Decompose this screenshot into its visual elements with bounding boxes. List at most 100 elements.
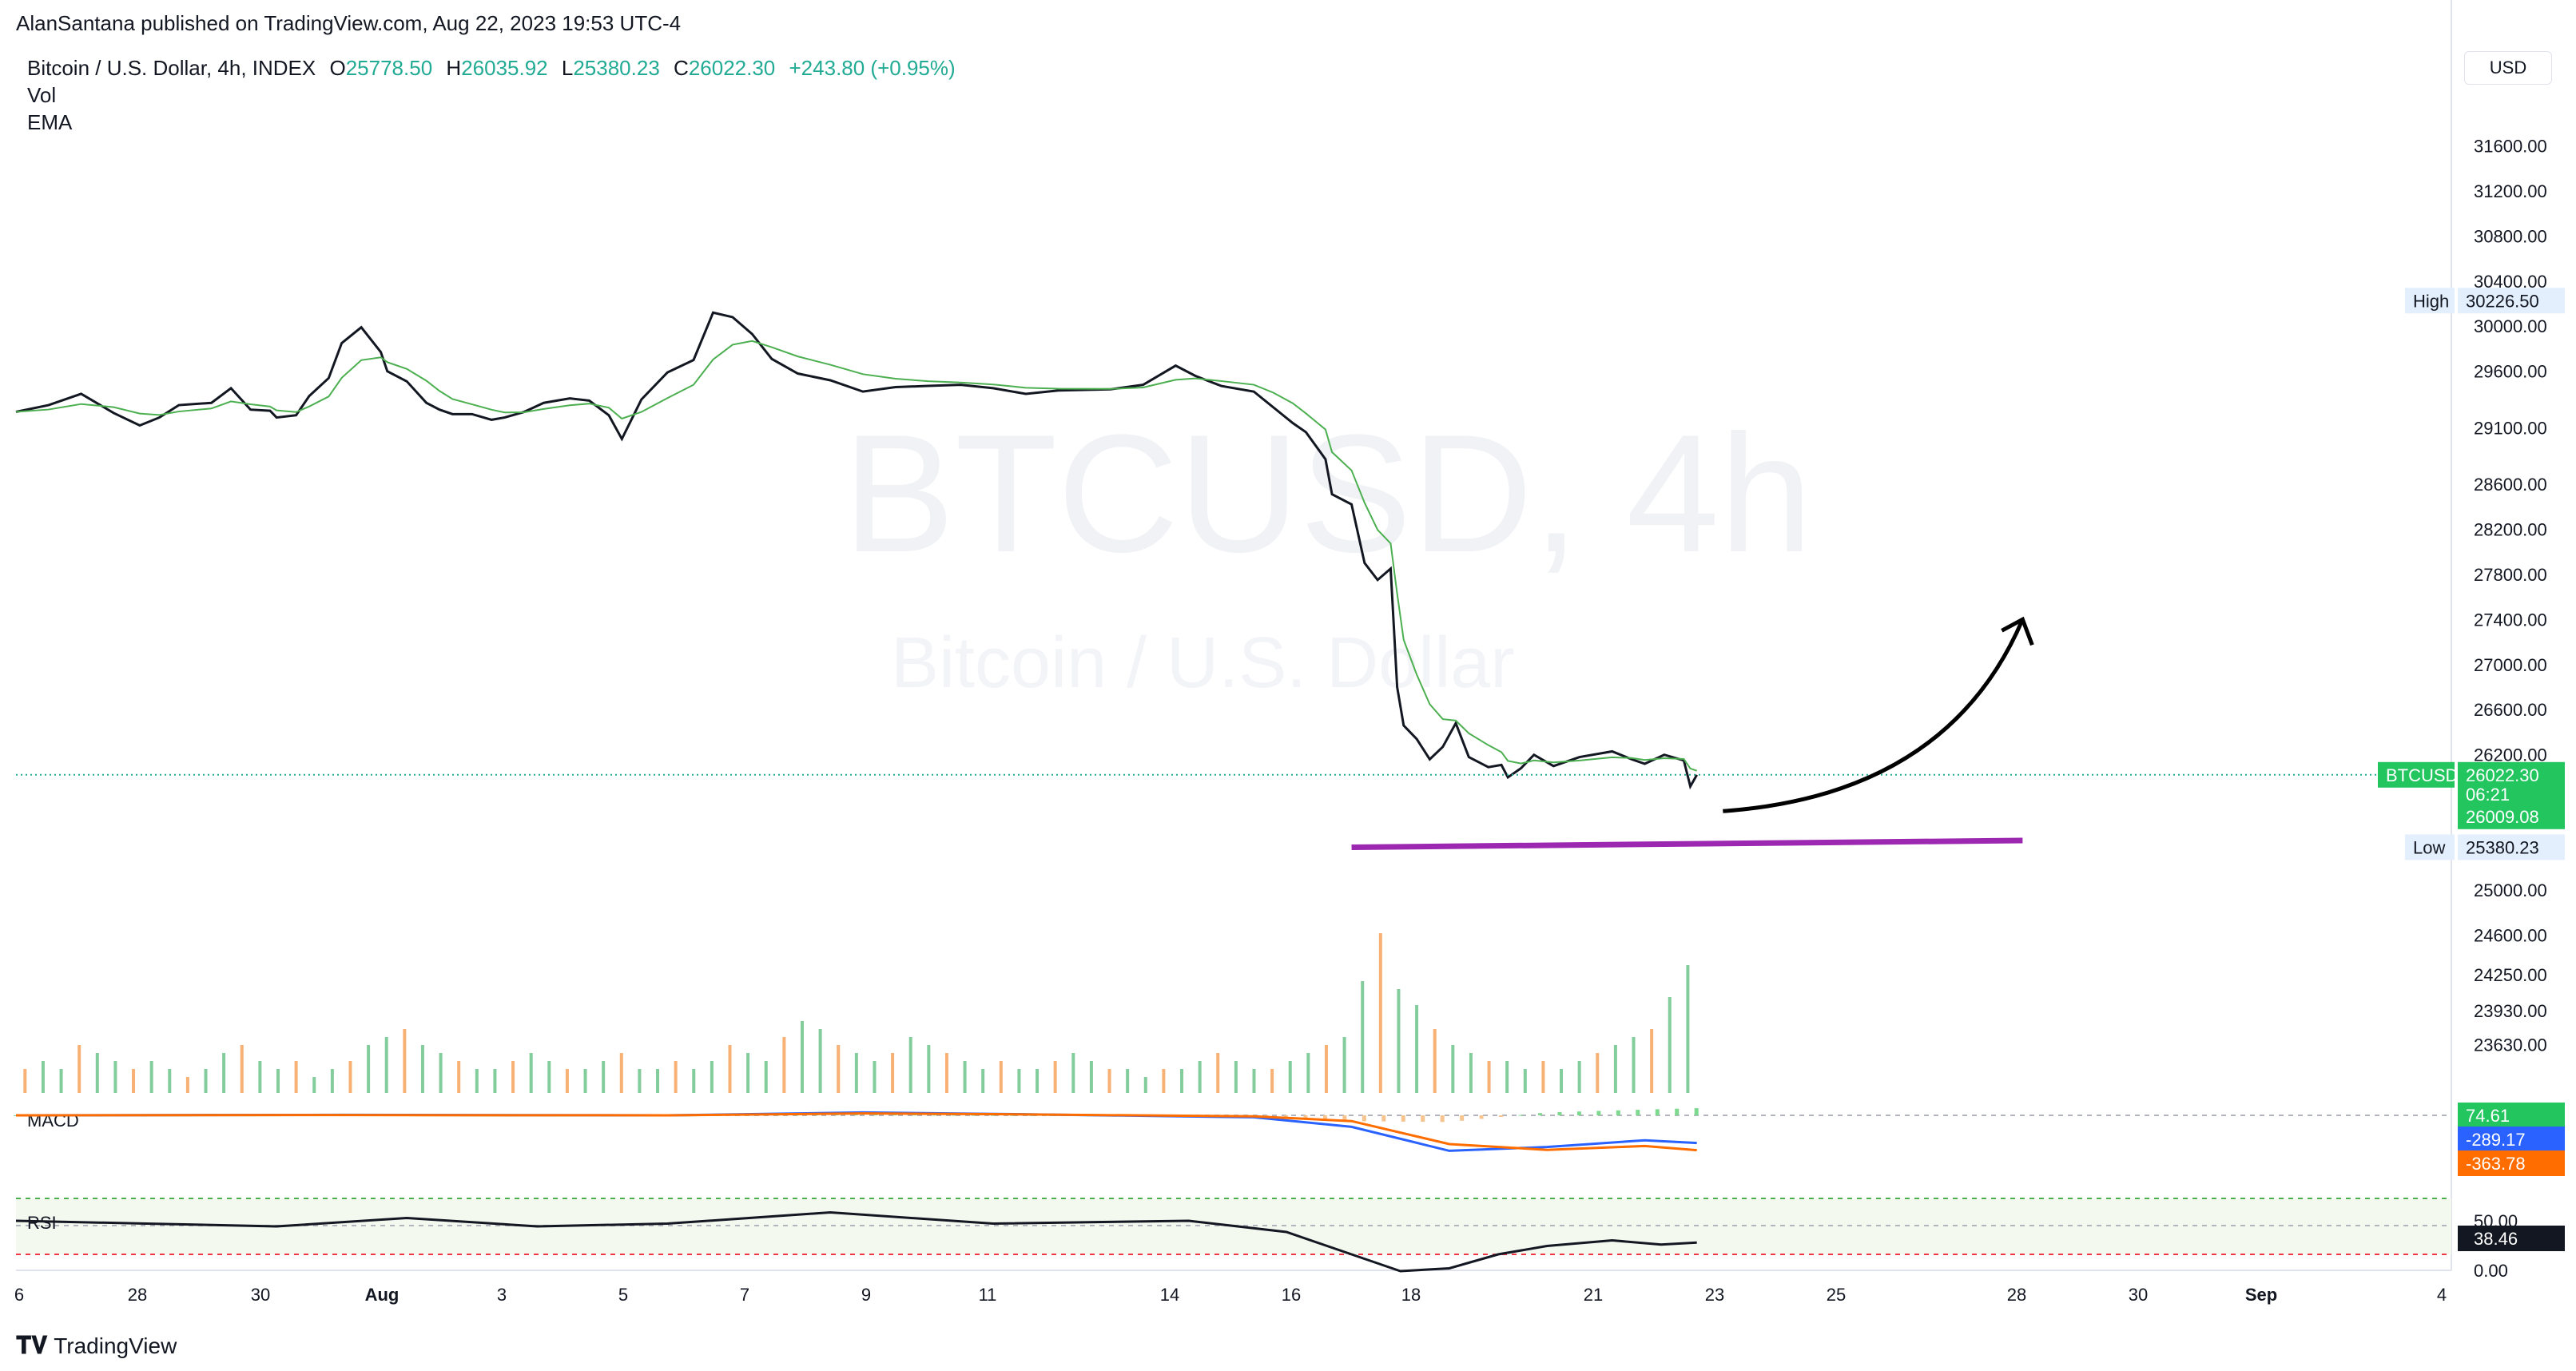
volume-bar	[1469, 1053, 1473, 1093]
high-value: 26035.92	[461, 56, 548, 80]
volume-bar	[619, 1053, 623, 1093]
macd-hist-bar	[1479, 1115, 1484, 1119]
tradingview-logo[interactable]: 𝐓𝐕 TradingView	[16, 1333, 177, 1360]
volume-bar	[1324, 1045, 1328, 1093]
low-price-tag-bg	[2458, 834, 2565, 860]
macd-hist-bar	[1303, 1115, 1308, 1119]
time-tick: 5	[618, 1285, 628, 1305]
volume-bar	[1632, 1037, 1636, 1093]
volume-bar	[638, 1069, 642, 1093]
volume-bar	[1180, 1069, 1184, 1093]
volume-bar	[1577, 1061, 1581, 1093]
volume-bar	[1650, 1029, 1654, 1093]
signal-value-tag-bg	[2458, 1150, 2565, 1176]
time-tick: 28	[2007, 1285, 2026, 1305]
macd-pane[interactable]: MACD	[14, 1108, 2451, 1152]
indicator-vol[interactable]: Vol	[27, 83, 57, 107]
macd-hist-bar	[14, 1115, 18, 1116]
volume-bar	[963, 1061, 967, 1093]
high-price-tag-bg	[2458, 288, 2565, 314]
macd-label: MACD	[27, 1111, 79, 1131]
volume-bar	[384, 1037, 388, 1093]
volume-bar	[1306, 1053, 1310, 1093]
price-tick: 23630.00	[2474, 1035, 2547, 1055]
price-tick: 27800.00	[2474, 565, 2547, 585]
change-value: +243.80 (+0.95%)	[789, 56, 956, 80]
high-label: H	[446, 56, 462, 80]
time-tick: 30	[251, 1285, 270, 1305]
support-line[interactable]	[1351, 837, 2023, 850]
open-value: 25778.50	[345, 56, 433, 80]
symbol-legend[interactable]: Bitcoin / U.S. Dollar, 4h, INDEX O25778.…	[27, 56, 956, 81]
volume-bar	[602, 1061, 606, 1093]
volume-bar	[891, 1053, 895, 1093]
ema-price-tag: 26009.08	[2466, 807, 2539, 827]
countdown-tag: 06:21	[2466, 785, 2510, 805]
macd-hist-bar	[1518, 1115, 1523, 1116]
price-tick: 25000.00	[2474, 880, 2547, 900]
rsi-zero-tick: 0.00	[2474, 1261, 2508, 1281]
macd-hist-bar	[1362, 1115, 1366, 1122]
watermark-name: Bitcoin / U.S. Dollar	[891, 623, 1514, 703]
arrow-head-icon	[2001, 616, 2034, 646]
price-tick: 29600.00	[2474, 362, 2547, 382]
time-tick: 30	[2129, 1285, 2148, 1305]
symbol-name[interactable]: Bitcoin / U.S. Dollar, 4h, INDEX	[27, 56, 316, 80]
volume-bar	[764, 1061, 768, 1093]
price-tick: 31200.00	[2474, 181, 2547, 201]
macd-hist-bar	[1576, 1111, 1581, 1115]
volume-bar	[1451, 1045, 1455, 1093]
close-label: C	[674, 56, 689, 80]
volume-bar	[1089, 1061, 1093, 1093]
currency-button[interactable]: USD	[2464, 51, 2552, 85]
ema-price-tag-bg	[2458, 803, 2565, 829]
volume-bar	[420, 1045, 424, 1093]
price-series-line	[15, 311, 1698, 790]
volume-bar	[999, 1061, 1003, 1093]
volume-bar	[222, 1053, 226, 1093]
volume-bar	[1017, 1069, 1021, 1093]
volume-bar	[547, 1061, 551, 1093]
time-tick: 14	[1160, 1285, 1179, 1305]
time-tick: 21	[1584, 1285, 1603, 1305]
time-tick: 6	[14, 1285, 24, 1305]
volume-bar	[1433, 1029, 1437, 1093]
time-axis[interactable]: 6 28 30 Aug 3 5 7 9 11 14 16 18 21 23 25 28 30 Sep 4	[14, 1285, 2447, 1305]
volume-bar	[276, 1069, 280, 1093]
price-tick: 26200.00	[2474, 745, 2547, 765]
time-tick: 3	[497, 1285, 507, 1305]
volume-bar	[493, 1069, 497, 1093]
high-label-tag: High	[2413, 291, 2449, 311]
volume-bar	[59, 1069, 63, 1093]
volume-bar	[511, 1061, 515, 1093]
projection-arrow[interactable]	[1723, 618, 2025, 813]
volume-bar	[1216, 1053, 1220, 1093]
price-axis[interactable]: 31600.0031200.0030800.0030400.0030000.00…	[2474, 136, 2547, 1055]
rsi-pane[interactable]: RSI 50.00 38.46 0.00	[15, 1198, 2565, 1281]
volume-bar	[312, 1077, 316, 1093]
time-tick: Aug	[365, 1285, 400, 1305]
macd-hist-bar	[991, 1115, 996, 1116]
volume-bar	[927, 1045, 931, 1093]
price-tick: 23930.00	[2474, 1001, 2547, 1021]
time-tick: 25	[1827, 1285, 1846, 1305]
watermark-symbol: BTCUSD, 4h	[843, 399, 1813, 587]
indicator-ema[interactable]: EMA	[27, 110, 73, 134]
volume-bar	[674, 1061, 678, 1093]
macd-hist-bar	[1010, 1115, 1015, 1116]
volume-bar	[78, 1045, 81, 1093]
close-value: 26022.30	[688, 56, 776, 80]
macd-hist-bar	[1381, 1115, 1386, 1122]
macd-value-tag-bg	[2458, 1127, 2565, 1152]
volume-bar	[583, 1069, 587, 1093]
volume-bar	[294, 1061, 298, 1093]
volume-bar	[23, 1069, 27, 1093]
signal-value-tag: -363.78	[2466, 1154, 2526, 1174]
low-price-tag: 25380.23	[2466, 837, 2539, 857]
volume-bar	[1613, 1045, 1617, 1093]
volume-bar	[403, 1029, 407, 1093]
volume-bar	[1126, 1069, 1130, 1093]
price-tick: 24250.00	[2474, 965, 2547, 985]
volume-bar	[1036, 1069, 1040, 1093]
